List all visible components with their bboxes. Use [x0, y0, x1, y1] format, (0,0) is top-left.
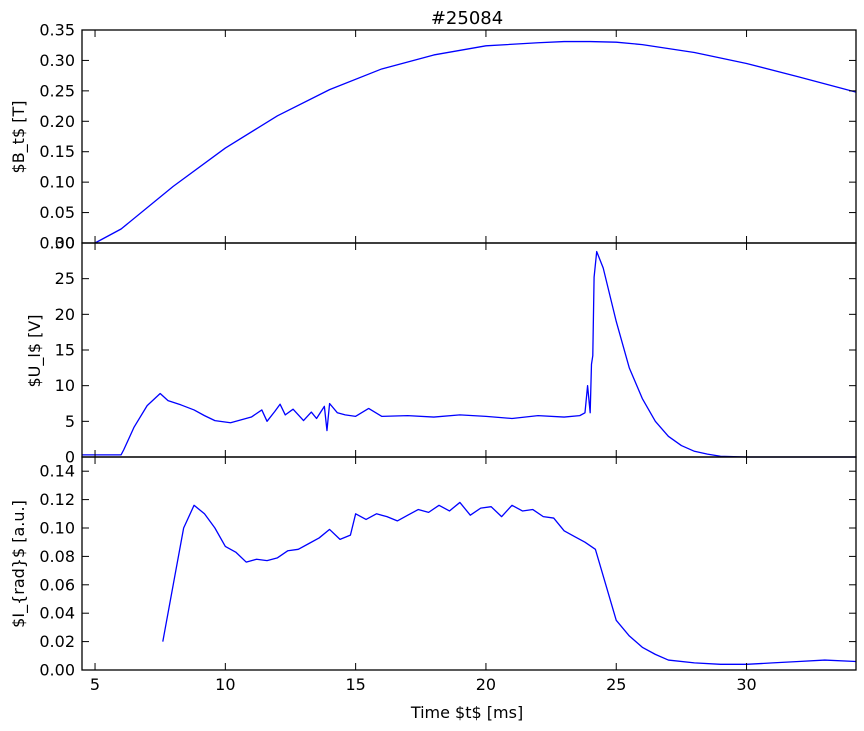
y-tick-label: 0.10 — [39, 519, 75, 538]
y-tick-label: 0.00 — [39, 234, 75, 253]
y-tick-label: 30 — [55, 234, 75, 253]
y-tick-label: 0.35 — [39, 21, 75, 40]
y-tick-label: 15 — [55, 341, 75, 360]
y-tick-label: 20 — [55, 305, 75, 324]
y-tick-label: 0.30 — [39, 51, 75, 70]
series-line — [82, 250, 856, 458]
panel-ul: $U_l$ [V] 0 5 10 15 20 25 30 — [25, 234, 857, 467]
chart-title: #25084 — [431, 8, 503, 29]
y-axis-label: $U_l$ [V] — [25, 314, 45, 387]
panel-bt: $B_t$ [T] 0.00 0.05 0.10 0.15 0.20 0.25 0.30 0.… — [9, 21, 857, 253]
y-tick-label: 0.00 — [39, 661, 75, 680]
plot-frame — [81, 242, 857, 458]
x-tick-label: 30 — [736, 675, 756, 694]
series-line — [162, 501, 857, 665]
y-tick-label: 0.15 — [39, 142, 75, 161]
x-tick-label: 5 — [90, 675, 100, 694]
y-axis-label: $I_{rad}$ [a.u.] — [9, 500, 29, 628]
y-tick-label: 10 — [55, 376, 75, 395]
y-tick-label: 0.12 — [39, 490, 75, 509]
y-tick-label: 0.08 — [39, 547, 75, 566]
y-tick-label: 0.25 — [39, 81, 75, 100]
x-tick-label: 10 — [215, 675, 235, 694]
x-tick-label: 15 — [345, 675, 365, 694]
y-tick-label: 0.14 — [39, 462, 75, 481]
y-tick-label: 0 — [65, 448, 75, 467]
x-tick-label: 25 — [606, 675, 626, 694]
y-tick-label: 0.04 — [39, 604, 75, 623]
y-tick-label: 0.20 — [39, 112, 75, 131]
x-axis-label: Time $t$ [ms] — [410, 703, 523, 722]
y-axis-label: $B_t$ [T] — [9, 101, 29, 174]
series-line — [94, 40, 857, 244]
y-tick-label: 5 — [65, 412, 75, 431]
x-tick-label: 20 — [476, 675, 496, 694]
panel-irad: $I_{rad}$ [a.u.] 0.00 0.02 0.04 0.06 0.08 0.1… — [9, 456, 857, 694]
plot-frame — [81, 456, 857, 671]
y-tick-label: 0.05 — [39, 203, 75, 222]
y-tick-label: 0.06 — [39, 575, 75, 594]
y-tick-label: 0.10 — [39, 173, 75, 192]
y-tick-label: 0.02 — [39, 632, 75, 651]
y-tick-label: 25 — [55, 269, 75, 288]
